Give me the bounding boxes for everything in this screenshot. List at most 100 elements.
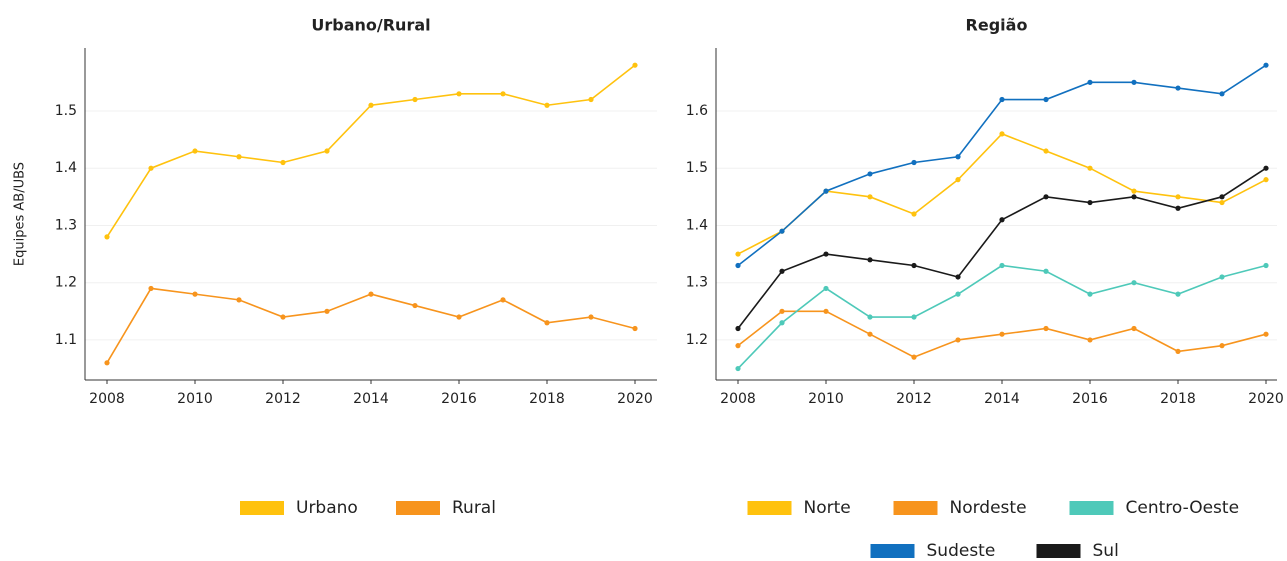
point	[955, 291, 961, 297]
x-tick-label: 2012	[896, 391, 932, 407]
point	[1087, 337, 1093, 343]
point	[999, 331, 1005, 337]
point	[823, 188, 829, 194]
point	[867, 194, 873, 200]
x-tick-label: 2010	[177, 391, 213, 407]
point	[999, 217, 1005, 223]
point	[1175, 291, 1181, 297]
point	[456, 314, 462, 320]
point	[823, 308, 829, 314]
point	[779, 228, 785, 234]
x-tick-label: 2020	[1248, 391, 1284, 407]
point	[588, 314, 594, 320]
point	[1263, 62, 1269, 68]
point	[955, 274, 961, 280]
point	[104, 360, 110, 366]
point	[911, 159, 917, 166]
point	[1175, 348, 1181, 354]
point	[911, 262, 917, 269]
y-tick-label: 1.2	[686, 332, 708, 348]
point	[955, 177, 961, 183]
legend-label: Centro-Oeste	[1126, 498, 1240, 518]
legend-label: Urbano	[296, 498, 358, 518]
point	[1263, 165, 1269, 171]
point	[324, 308, 330, 314]
point	[412, 96, 418, 103]
x-tick-label: 2016	[441, 391, 477, 407]
point	[1219, 199, 1225, 206]
point	[999, 96, 1005, 103]
y-tick-label: 1.2	[55, 275, 77, 291]
point	[632, 62, 638, 68]
point	[104, 234, 110, 240]
point	[911, 314, 917, 320]
point	[779, 268, 785, 274]
point	[1131, 194, 1137, 200]
point	[867, 314, 873, 320]
series-line	[106, 64, 636, 238]
y-tick-label: 1.3	[686, 275, 708, 291]
point	[1131, 325, 1137, 332]
point	[456, 91, 462, 97]
x-tick-label: 2014	[353, 391, 389, 407]
x-tick-label: 2012	[265, 391, 301, 407]
legend-swatch	[747, 501, 792, 515]
point	[1175, 205, 1181, 211]
point	[1087, 199, 1093, 206]
point	[735, 262, 741, 269]
point	[1219, 274, 1225, 280]
point	[823, 285, 829, 292]
legend-label: Norte	[804, 498, 851, 518]
y-tick-label: 1.5	[686, 160, 708, 176]
point	[867, 331, 873, 337]
y-tick-label: 1.6	[686, 103, 708, 119]
x-tick-label: 2010	[808, 391, 844, 407]
point	[867, 257, 873, 263]
x-tick-label: 2016	[1072, 391, 1108, 407]
legend-label: Nordeste	[950, 498, 1027, 518]
legend-label: Sudeste	[927, 541, 996, 561]
point	[1043, 194, 1049, 200]
point	[412, 302, 418, 309]
legend-swatch	[870, 544, 915, 558]
point	[1263, 262, 1269, 269]
point	[1087, 79, 1093, 85]
y-tick-label: 1.5	[55, 103, 77, 119]
point	[911, 211, 917, 217]
point	[588, 96, 594, 103]
chart-title: Urbano/Rural	[311, 16, 430, 35]
point	[999, 262, 1005, 269]
legend-swatch	[1069, 501, 1114, 515]
point	[192, 291, 198, 297]
point	[735, 251, 741, 257]
point	[544, 102, 550, 108]
point	[1175, 194, 1181, 200]
point	[544, 320, 550, 326]
point	[1131, 188, 1137, 194]
y-tick-label: 1.4	[686, 217, 708, 233]
point	[236, 297, 242, 303]
legend-label: Sul	[1093, 541, 1119, 561]
point	[368, 102, 374, 108]
series-line	[737, 132, 1267, 255]
point	[1263, 331, 1269, 337]
y-tick-label: 1.3	[55, 217, 77, 233]
point	[779, 320, 785, 326]
point	[1219, 343, 1225, 349]
chart-title: Região	[966, 16, 1028, 35]
point	[280, 314, 286, 320]
point	[1131, 79, 1137, 85]
y-tick-label: 1.1	[55, 332, 77, 348]
y-tick-label: 1.4	[55, 160, 77, 176]
point	[500, 91, 506, 97]
legend-swatch	[396, 501, 440, 515]
point	[955, 154, 961, 160]
point	[1175, 85, 1181, 91]
point	[823, 251, 829, 257]
point	[1043, 268, 1049, 274]
point	[999, 131, 1005, 137]
point	[280, 159, 286, 166]
point	[1131, 280, 1137, 286]
point	[1043, 148, 1049, 154]
